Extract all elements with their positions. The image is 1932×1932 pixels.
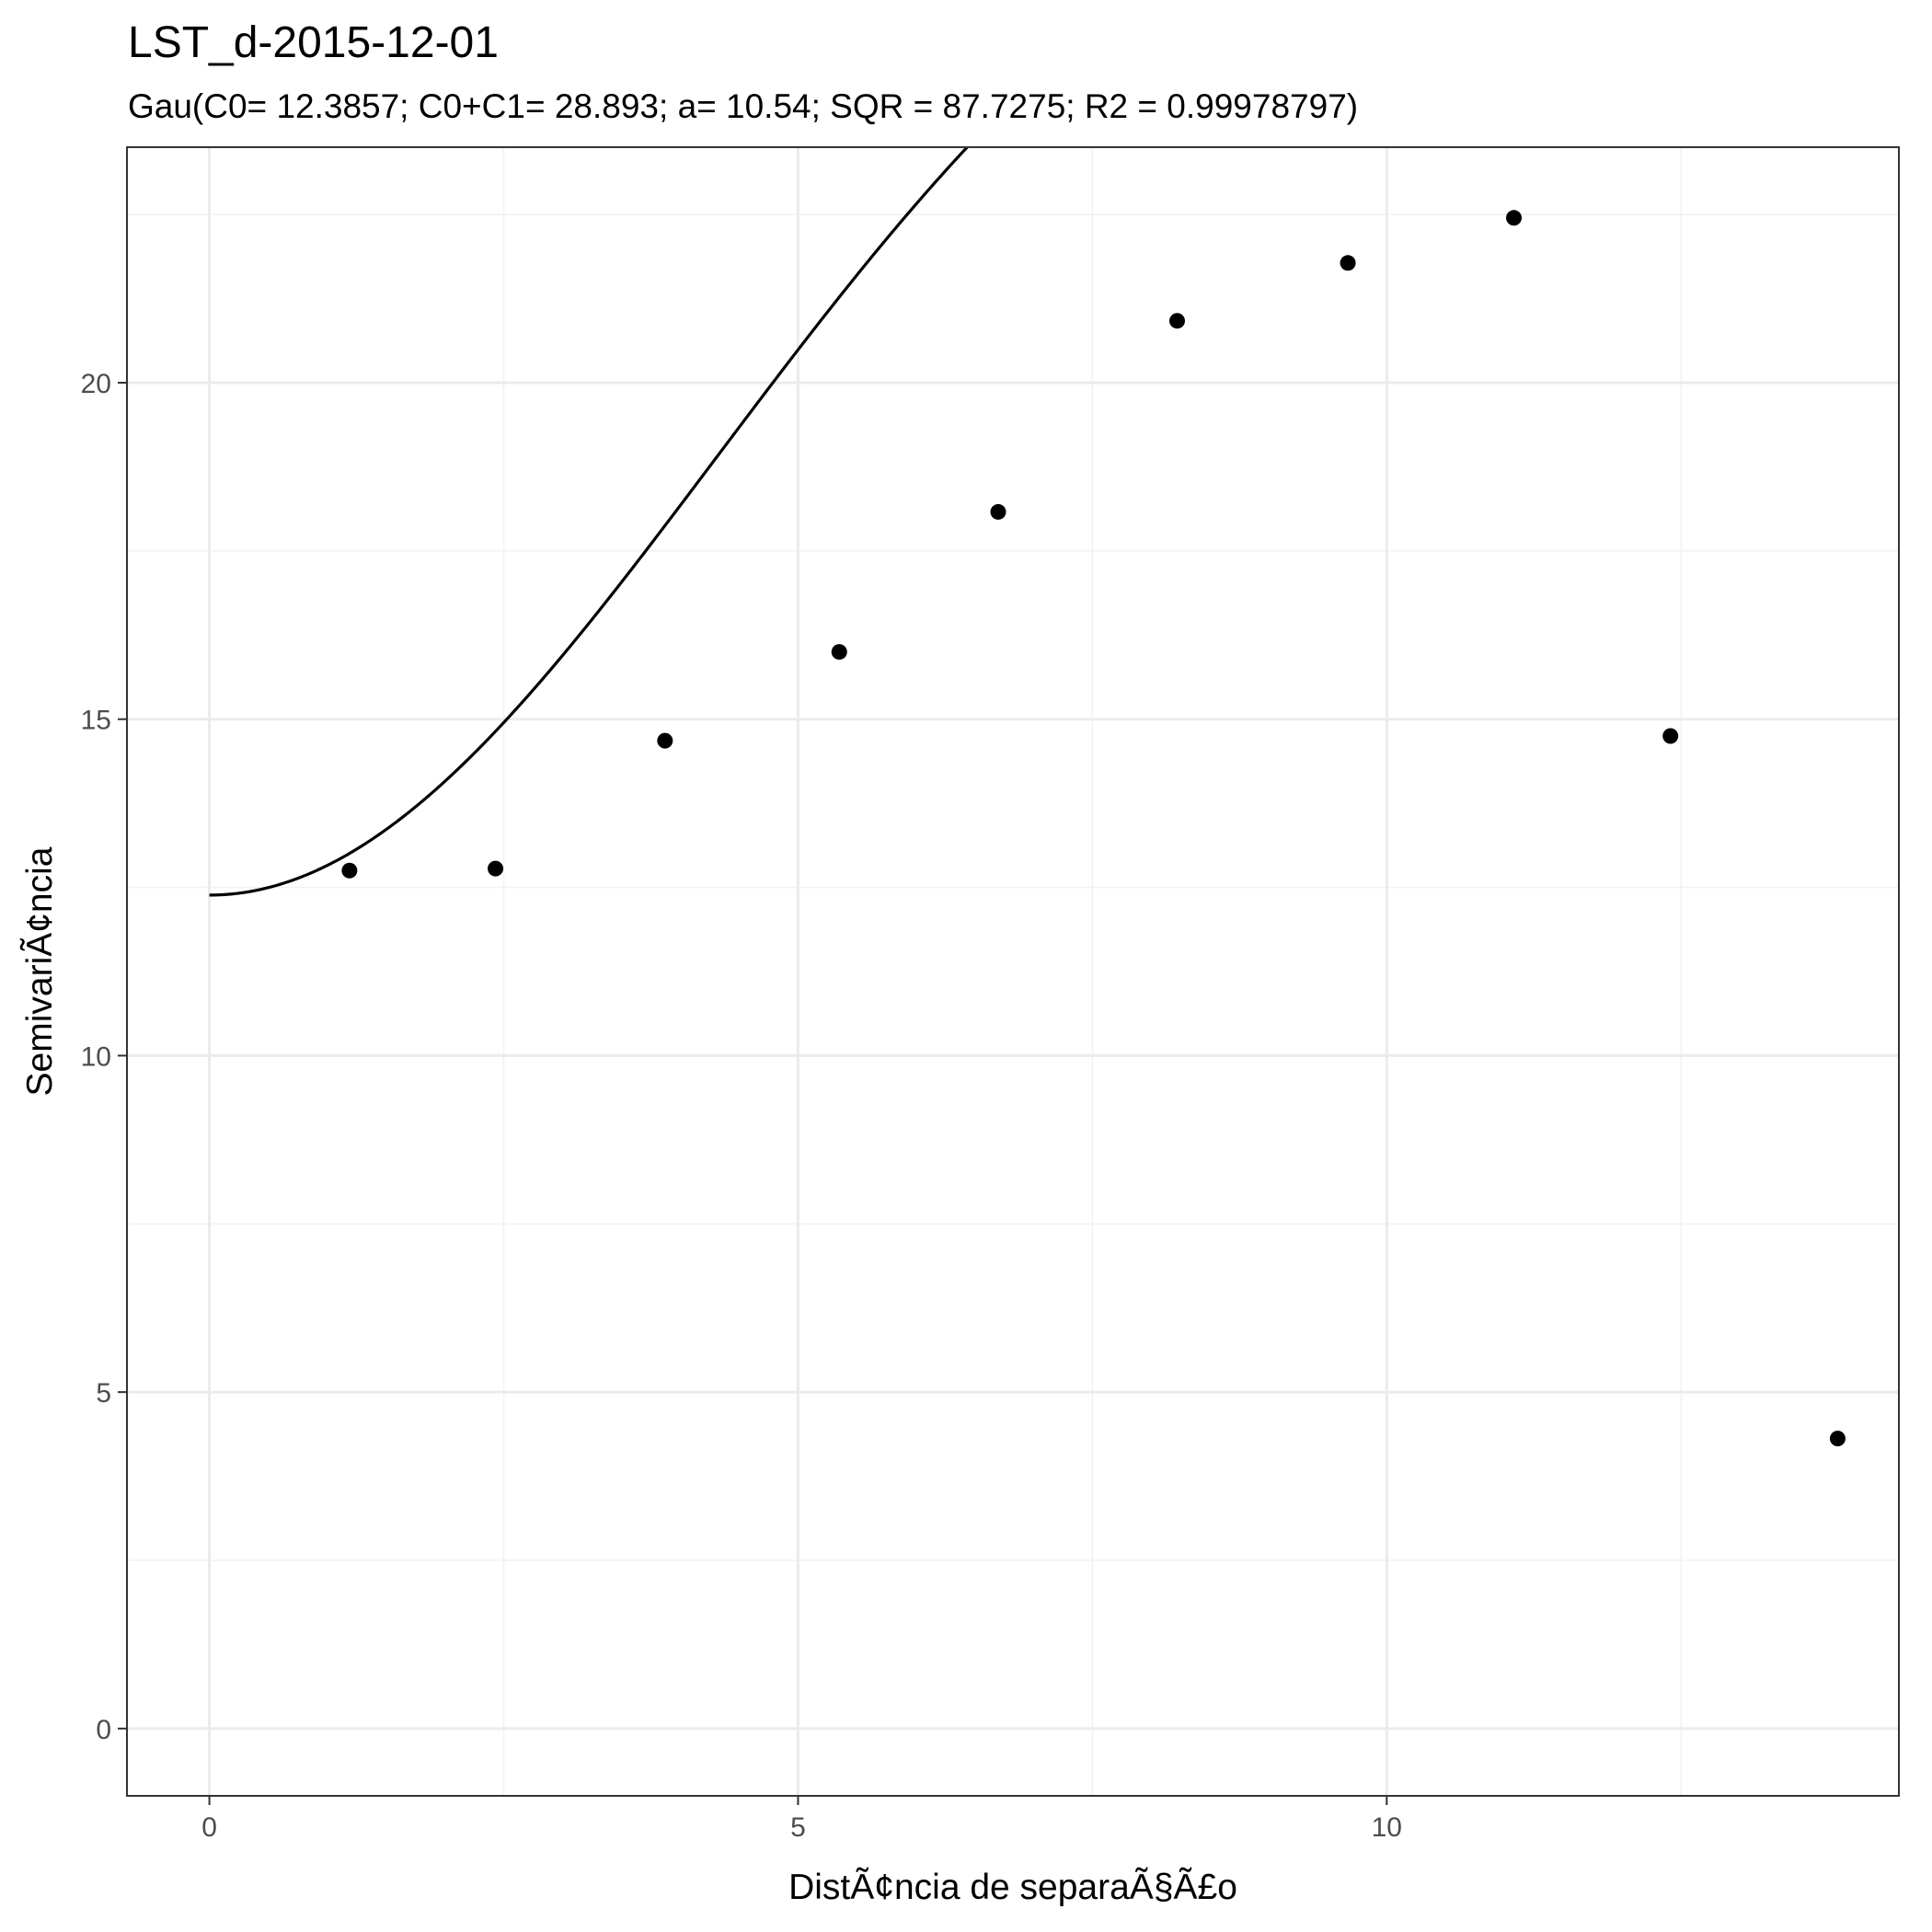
- model-curve: [209, 145, 969, 897]
- data-point: [1506, 210, 1523, 226]
- data-point: [831, 644, 847, 661]
- chart-subtitle: Gau(C0= 12.3857; C0+C1= 28.893; a= 10.54…: [128, 87, 1358, 125]
- x-tick-label: 5: [790, 1812, 806, 1843]
- panel: [126, 145, 1900, 1797]
- y-tick-label: 5: [96, 1378, 111, 1409]
- data-point: [341, 862, 358, 879]
- x-axis-title: DistÃ¢ncia de separaÃ§Ã£o: [788, 1868, 1237, 1907]
- data-point: [657, 732, 673, 749]
- x-tick-label: 10: [1372, 1812, 1402, 1843]
- major-gridlines: [127, 147, 1899, 1796]
- panel-border: [126, 146, 1900, 1797]
- data-point: [1662, 728, 1679, 744]
- panel-background: [127, 147, 1899, 1796]
- x-tick-label: 0: [201, 1812, 217, 1843]
- data-point: [1340, 255, 1356, 271]
- data-point: [990, 503, 1006, 520]
- y-tick-label: 10: [81, 1041, 111, 1072]
- data-point: [488, 860, 504, 877]
- data-point: [1169, 313, 1186, 329]
- data-layer: [209, 145, 1846, 1447]
- y-tick-label: 0: [96, 1715, 111, 1745]
- chart-title: LST_d-2015-12-01: [128, 18, 499, 67]
- y-axis-title: SemivariÃ¢ncia: [20, 846, 60, 1096]
- y-tick-label: 20: [81, 369, 111, 399]
- y-axis: 0 5 10 15 20: [81, 369, 127, 1745]
- x-axis: 0 5 10: [201, 1796, 1402, 1843]
- y-tick-label: 15: [81, 706, 111, 736]
- data-point: [1829, 1431, 1846, 1447]
- minor-gridlines: [127, 147, 1899, 1796]
